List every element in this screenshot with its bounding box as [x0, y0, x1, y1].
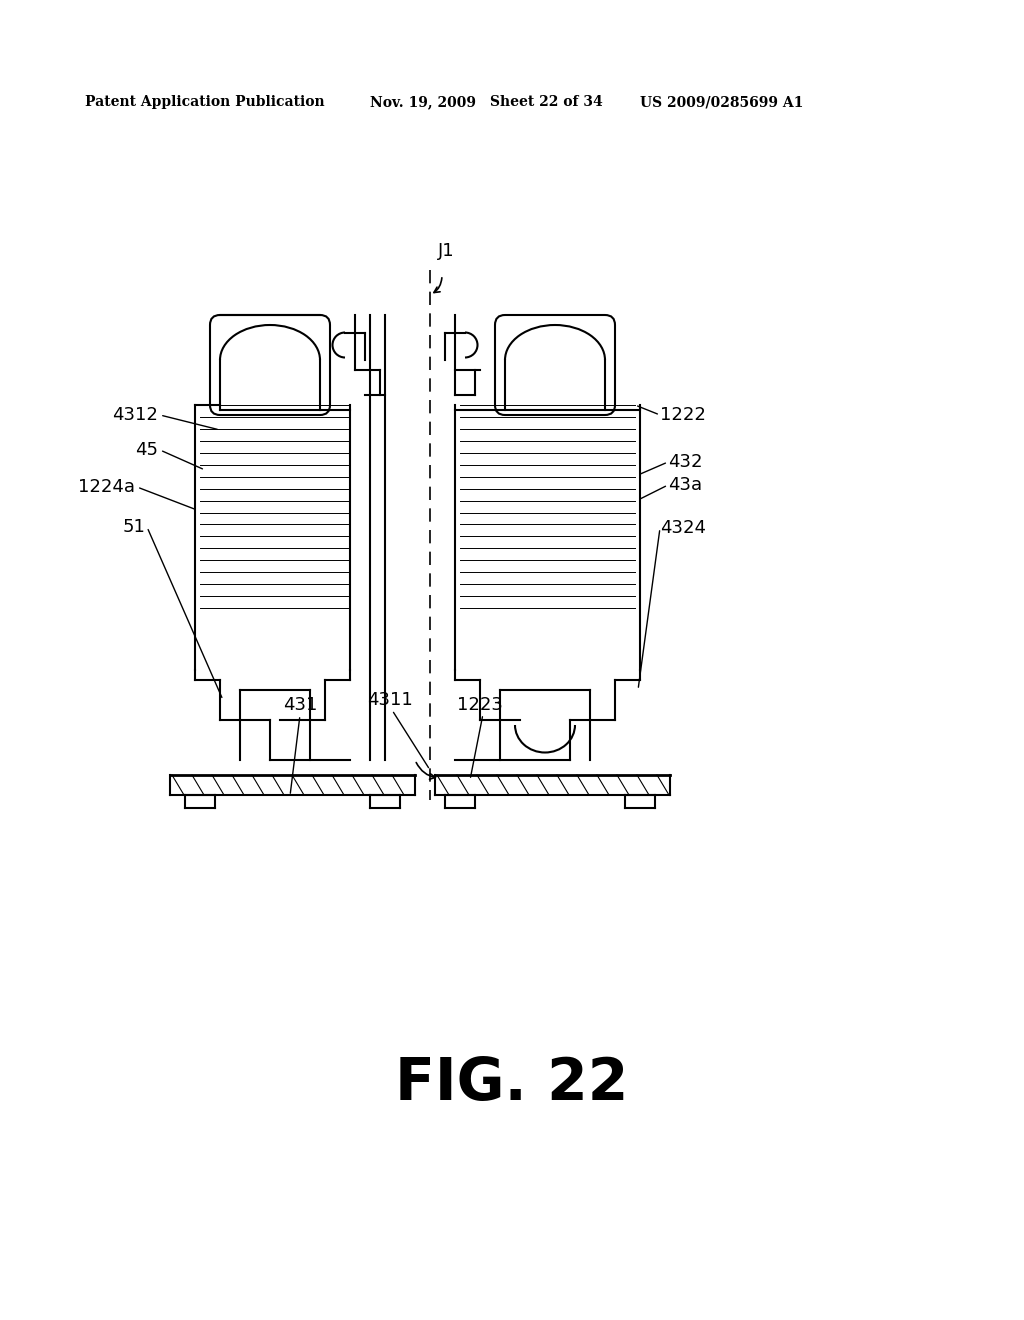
Text: 1222: 1222: [660, 407, 706, 424]
FancyBboxPatch shape: [210, 315, 330, 414]
Text: 432: 432: [668, 453, 702, 471]
Text: 4312: 4312: [112, 407, 158, 424]
Text: US 2009/0285699 A1: US 2009/0285699 A1: [640, 95, 804, 110]
FancyBboxPatch shape: [495, 315, 615, 414]
Text: 51: 51: [122, 517, 145, 536]
Text: 4311: 4311: [368, 690, 413, 709]
Text: J1: J1: [438, 242, 455, 260]
Text: Patent Application Publication: Patent Application Publication: [85, 95, 325, 110]
Text: 431: 431: [283, 696, 317, 714]
FancyArrowPatch shape: [416, 763, 435, 779]
Text: 1224a: 1224a: [78, 478, 135, 496]
Text: Nov. 19, 2009: Nov. 19, 2009: [370, 95, 476, 110]
Text: FIG. 22: FIG. 22: [395, 1055, 629, 1111]
Text: 4324: 4324: [660, 519, 706, 537]
Text: 1223: 1223: [457, 696, 503, 714]
Text: 45: 45: [135, 441, 158, 459]
FancyArrowPatch shape: [434, 277, 442, 293]
Text: 43a: 43a: [668, 477, 702, 494]
Text: Sheet 22 of 34: Sheet 22 of 34: [490, 95, 603, 110]
